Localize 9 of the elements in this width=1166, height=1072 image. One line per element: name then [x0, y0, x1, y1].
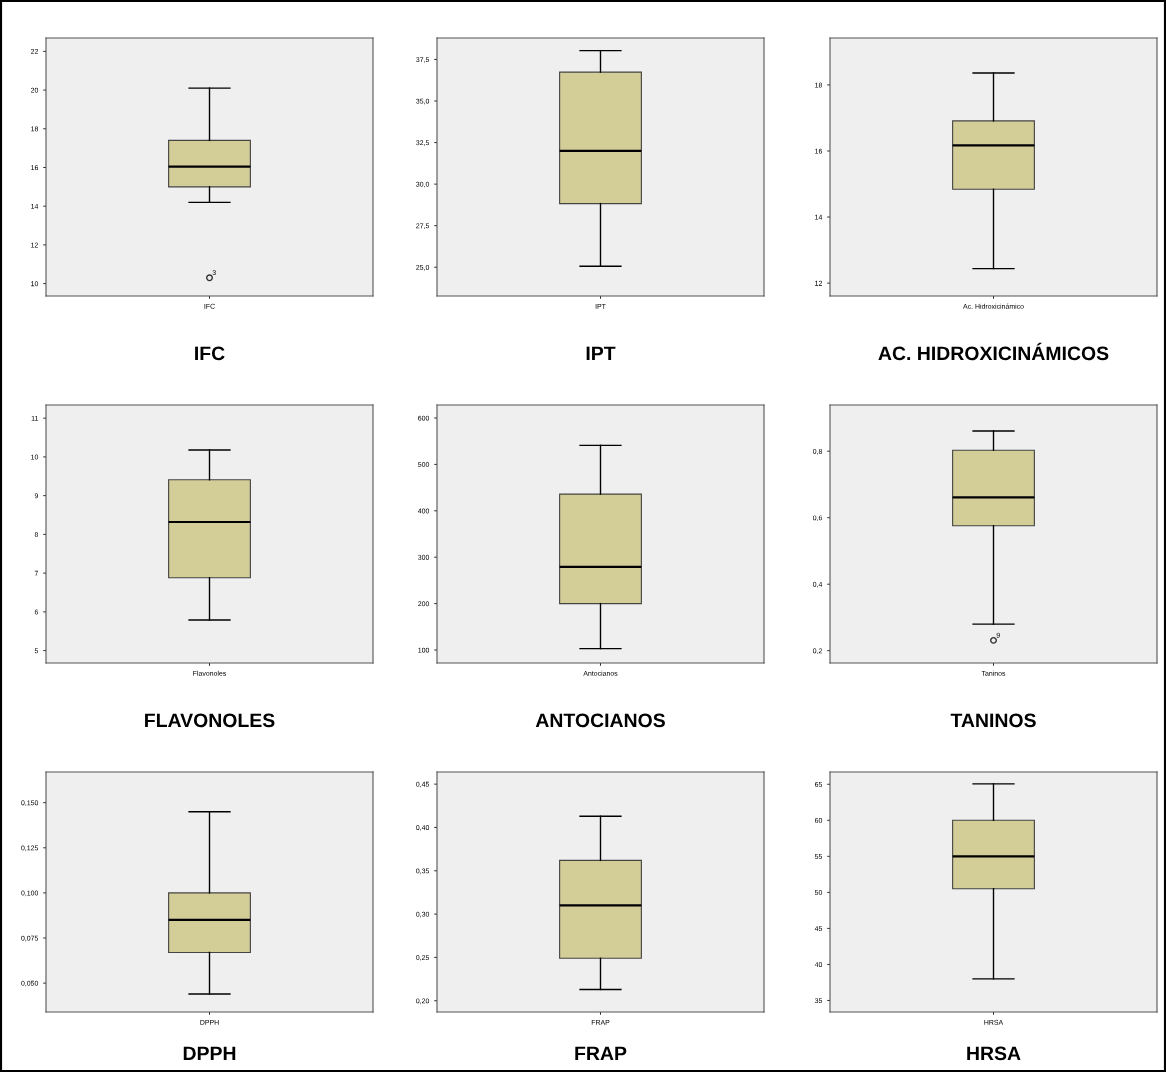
text: IPT	[586, 346, 616, 361]
text: FLAVONOLES	[145, 713, 275, 728]
text: IFC	[195, 346, 225, 361]
text: DPPH	[183, 1046, 236, 1061]
text: AC. HIDROXICINÁMICOS	[878, 342, 1109, 361]
text: HRSA	[967, 1046, 1021, 1061]
text: TANINOS	[950, 713, 1036, 728]
text: FRAP	[575, 1046, 627, 1061]
text: ANTOCIANOS	[535, 713, 665, 728]
